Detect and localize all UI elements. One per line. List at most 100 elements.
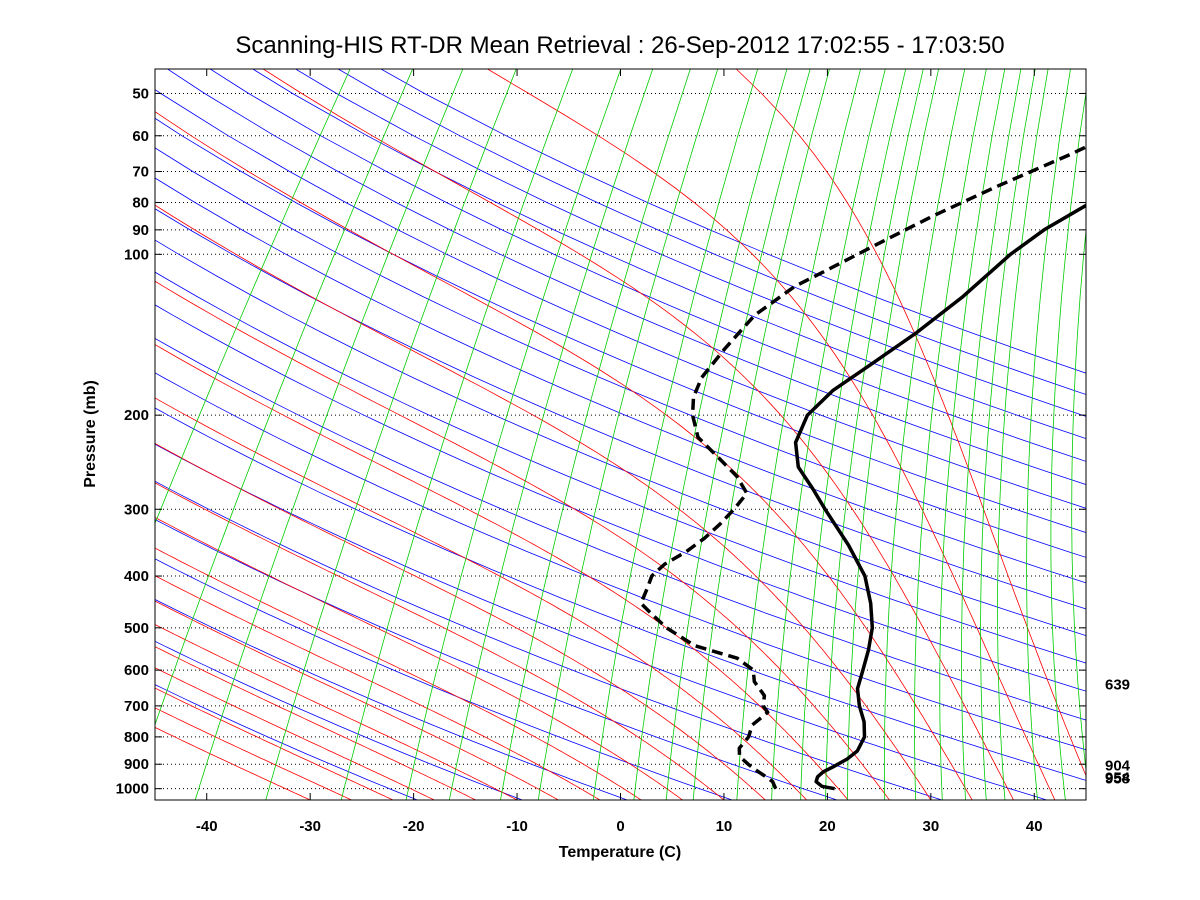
- dry-adiabat: [155, 640, 524, 800]
- mixing-ratio-line: [537, 69, 719, 800]
- moist-adiabat: [155, 344, 849, 800]
- mixing-ratio-line: [771, 69, 886, 800]
- dry-adiabat: [155, 304, 1086, 692]
- mixing-ratio-line: [736, 69, 861, 800]
- moist-adiabat: [155, 547, 642, 800]
- x-axis-ticks: -40 -30 -20 -10 0 10 20 30 40: [196, 69, 1043, 835]
- y-tick-label: 90: [132, 222, 149, 239]
- dewpoint-profile: [639, 144, 1086, 790]
- side-label: 639: [1105, 677, 1130, 694]
- dry-adiabat: [209, 69, 1086, 462]
- dry-adiabat: [155, 208, 1086, 610]
- y-tick-label: 1000: [116, 781, 149, 798]
- moist-adiabat: [155, 667, 435, 800]
- moist-adiabat: [155, 111, 973, 800]
- moist-adiabat: [262, 69, 1014, 800]
- mixing-ratio-line: [405, 69, 622, 800]
- dry-adiabat: [252, 69, 1086, 440]
- mixing-ratio-line: [340, 69, 574, 800]
- dry-adiabat: [155, 147, 1086, 558]
- moist-adiabat: [155, 600, 559, 800]
- moist-adiabat: [155, 397, 807, 800]
- dry-adiabat: [155, 519, 839, 800]
- y-tick-label: 700: [124, 698, 149, 715]
- moist-adiabat: [155, 646, 476, 800]
- dry-adiabat: [155, 558, 734, 800]
- mixing-ratio-line: [155, 69, 351, 525]
- dry-adiabat: [155, 239, 1086, 637]
- y-tick-label: 60: [132, 128, 149, 145]
- dry-adiabat: [155, 684, 419, 800]
- moist-adiabat: [155, 575, 601, 800]
- x-tick-label: -20: [403, 818, 425, 835]
- x-tick-label: -10: [506, 818, 528, 835]
- mixing-ratio-line: [155, 69, 414, 726]
- x-tick-label: 30: [922, 818, 939, 835]
- temperature-profile: [793, 203, 1086, 791]
- mixing-ratio-line: [997, 69, 1049, 800]
- mixing-ratio-line: [939, 69, 1006, 800]
- mixing-ratio-line: [914, 69, 987, 800]
- moist-adiabat: [486, 69, 1056, 800]
- dry-adiabat: [155, 271, 1086, 664]
- mixing-ratio-line: [194, 69, 464, 800]
- dry-adiabat: [155, 89, 1086, 509]
- side-label: 904: [1105, 757, 1131, 774]
- mixing-ratio-line: [692, 69, 830, 800]
- mixing-ratio-line: [847, 69, 940, 800]
- y-tick-label: 800: [124, 729, 149, 746]
- y-tick-label: 900: [124, 756, 149, 773]
- mixing-ratio-line: [592, 69, 759, 800]
- moist-adiabat: [155, 726, 311, 800]
- mixing-ratio-line: [265, 69, 517, 800]
- mixing-ratio-line: [448, 69, 654, 800]
- y-tick-label: 80: [132, 195, 149, 212]
- dry-adiabat: [166, 69, 1086, 485]
- y-tick-label: 50: [132, 85, 149, 102]
- y-tick-label: 100: [124, 246, 149, 263]
- y-tick-label: 300: [124, 501, 149, 518]
- moist-adiabat: [155, 624, 518, 800]
- moist-adiabat: [155, 707, 352, 800]
- moist-adiabat: [735, 69, 1086, 777]
- mixing-ratio-line: [1050, 90, 1086, 800]
- x-tick-label: -30: [299, 818, 321, 835]
- dry-adiabat: [155, 443, 1049, 800]
- y-axis-label: Pressure (mb): [82, 380, 99, 488]
- moist-adiabat: [155, 442, 766, 800]
- x-tick-label: 0: [616, 818, 624, 835]
- x-tick-label: 40: [1026, 818, 1043, 835]
- moist-adiabat: [155, 204, 932, 800]
- chart-title: Scanning-HIS RT-DR Mean Retrieval : 26-S…: [235, 32, 1004, 59]
- mixing-ratio-line: [883, 69, 966, 800]
- mixing-ratio-line: [1026, 69, 1071, 800]
- x-tick-label: 20: [819, 818, 836, 835]
- dry-adiabat: [155, 372, 1086, 751]
- x-tick-label: -40: [196, 818, 218, 835]
- x-axis-label: Temperature (C): [559, 844, 681, 861]
- mixing-ratio-line: [800, 69, 907, 800]
- moist-adiabat: [155, 687, 394, 800]
- mixing-ratio-line: [961, 69, 1022, 800]
- y-tick-label: 200: [124, 407, 149, 424]
- x-tick-label: 10: [716, 818, 733, 835]
- dry-adiabat: [155, 117, 1086, 534]
- y-tick-label: 70: [132, 164, 149, 181]
- profile-series: [639, 144, 1086, 791]
- plot-area: [155, 69, 1086, 800]
- moist-adiabat: [155, 280, 890, 800]
- mixing-ratio-line: [825, 69, 924, 800]
- mixing-ratio-line: [665, 69, 811, 800]
- y-axis-ticks: 50 60 70 80 90 100 200 300 400 500 600 700 800 900 100…: [116, 85, 1086, 798]
- side-label: 958: [1105, 771, 1130, 788]
- thermodynamic-background: [155, 69, 1086, 800]
- mixing-ratio-line: [1071, 226, 1086, 774]
- dry-adiabat: [155, 599, 629, 800]
- dry-adiabat: [155, 480, 944, 800]
- side-label: 954: [1105, 770, 1131, 787]
- dry-adiabat: [155, 177, 1086, 584]
- y-tick-label: 500: [124, 620, 149, 637]
- mixing-ratio-line: [980, 69, 1036, 800]
